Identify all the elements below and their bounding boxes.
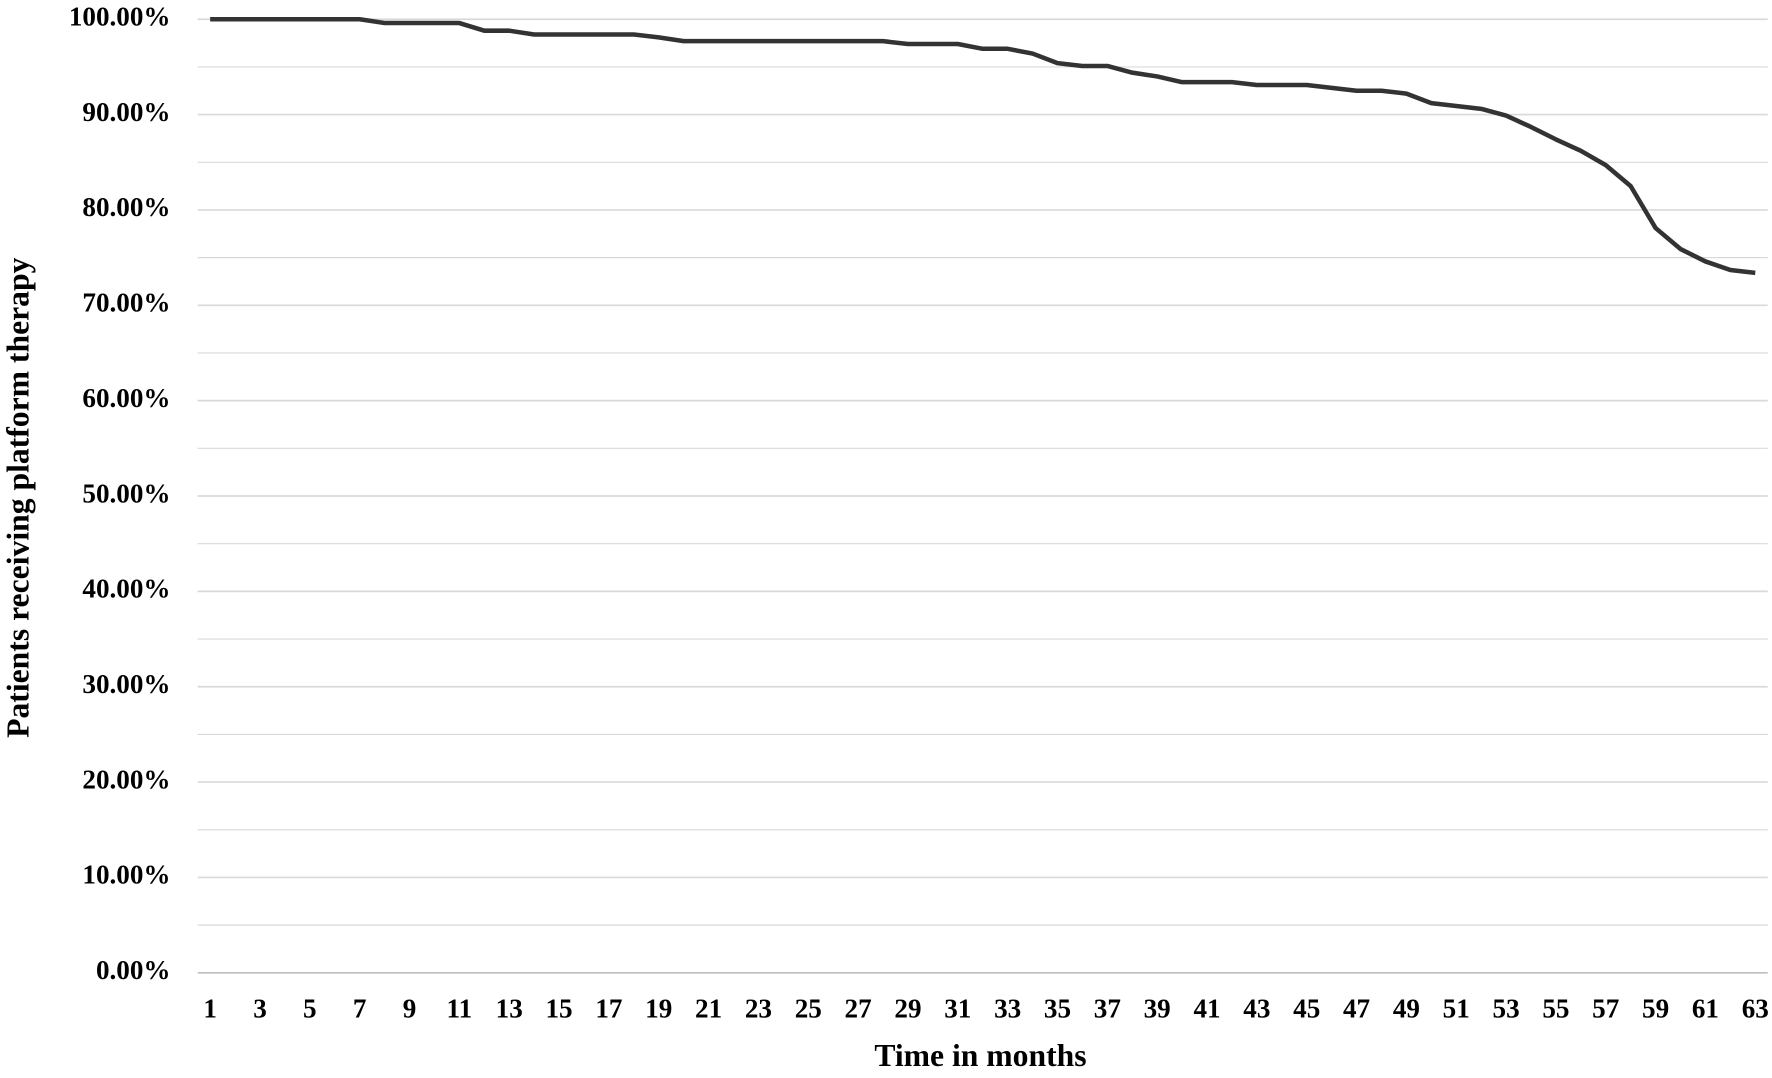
x-tick-label: 57: [1592, 993, 1619, 1023]
x-tick-label: 39: [1144, 993, 1171, 1023]
x-tick-label: 51: [1443, 993, 1470, 1023]
x-tick-label: 31: [944, 993, 971, 1023]
x-tick-label: 45: [1293, 993, 1320, 1023]
x-tick-label: 53: [1493, 993, 1520, 1023]
y-tick-label: 60.00%: [82, 383, 170, 413]
y-tick-label: 70.00%: [82, 288, 170, 318]
x-tick-label: 23: [745, 993, 772, 1023]
x-tick-label: 29: [894, 993, 921, 1023]
y-tick-label: 20.00%: [82, 764, 170, 794]
y-tick-label: 80.00%: [82, 192, 170, 222]
data-line: [210, 16, 1756, 276]
y-axis-title: Patients receiving platform therapy: [0, 257, 35, 737]
y-tick-label: 40.00%: [82, 574, 170, 604]
y-tick-label: 0.00%: [96, 955, 171, 985]
x-tick-label: 11: [447, 993, 473, 1023]
x-tick-label: 61: [1692, 993, 1719, 1023]
y-tick-label: 10.00%: [82, 860, 170, 890]
x-tick-label: 7: [353, 993, 367, 1023]
x-tick-label: 43: [1243, 993, 1270, 1023]
x-tick-label: 5: [303, 993, 317, 1023]
y-tick-label: 90.00%: [82, 97, 170, 127]
x-tick-label: 59: [1642, 993, 1669, 1023]
x-tick-label: 55: [1542, 993, 1569, 1023]
x-tick-label: 19: [645, 993, 672, 1023]
x-tick-label: 17: [595, 993, 622, 1023]
x-tick-label: 41: [1193, 993, 1220, 1023]
x-tick-label: 27: [845, 993, 872, 1023]
x-tick-label: 35: [1044, 993, 1071, 1023]
x-tick-label: 9: [403, 993, 417, 1023]
x-tick-label: 21: [695, 993, 722, 1023]
y-tick-label: 30.00%: [82, 669, 170, 699]
x-tick-label: 15: [545, 993, 572, 1023]
x-axis-title: Time in months: [874, 1038, 1086, 1073]
x-tick-label: 49: [1393, 993, 1420, 1023]
x-tick-label: 25: [795, 993, 822, 1023]
x-tick-label: 47: [1343, 993, 1370, 1023]
x-tick-label: 3: [253, 993, 267, 1023]
y-tick-label: 50.00%: [82, 478, 170, 508]
x-tick-label: 63: [1742, 993, 1769, 1023]
x-tick-label: 37: [1094, 993, 1121, 1023]
x-tick-label: 33: [994, 993, 1021, 1023]
x-tick-label: 1: [203, 993, 217, 1023]
x-tick-label: 13: [496, 993, 523, 1023]
y-tick-label: 100.00%: [69, 1, 171, 31]
